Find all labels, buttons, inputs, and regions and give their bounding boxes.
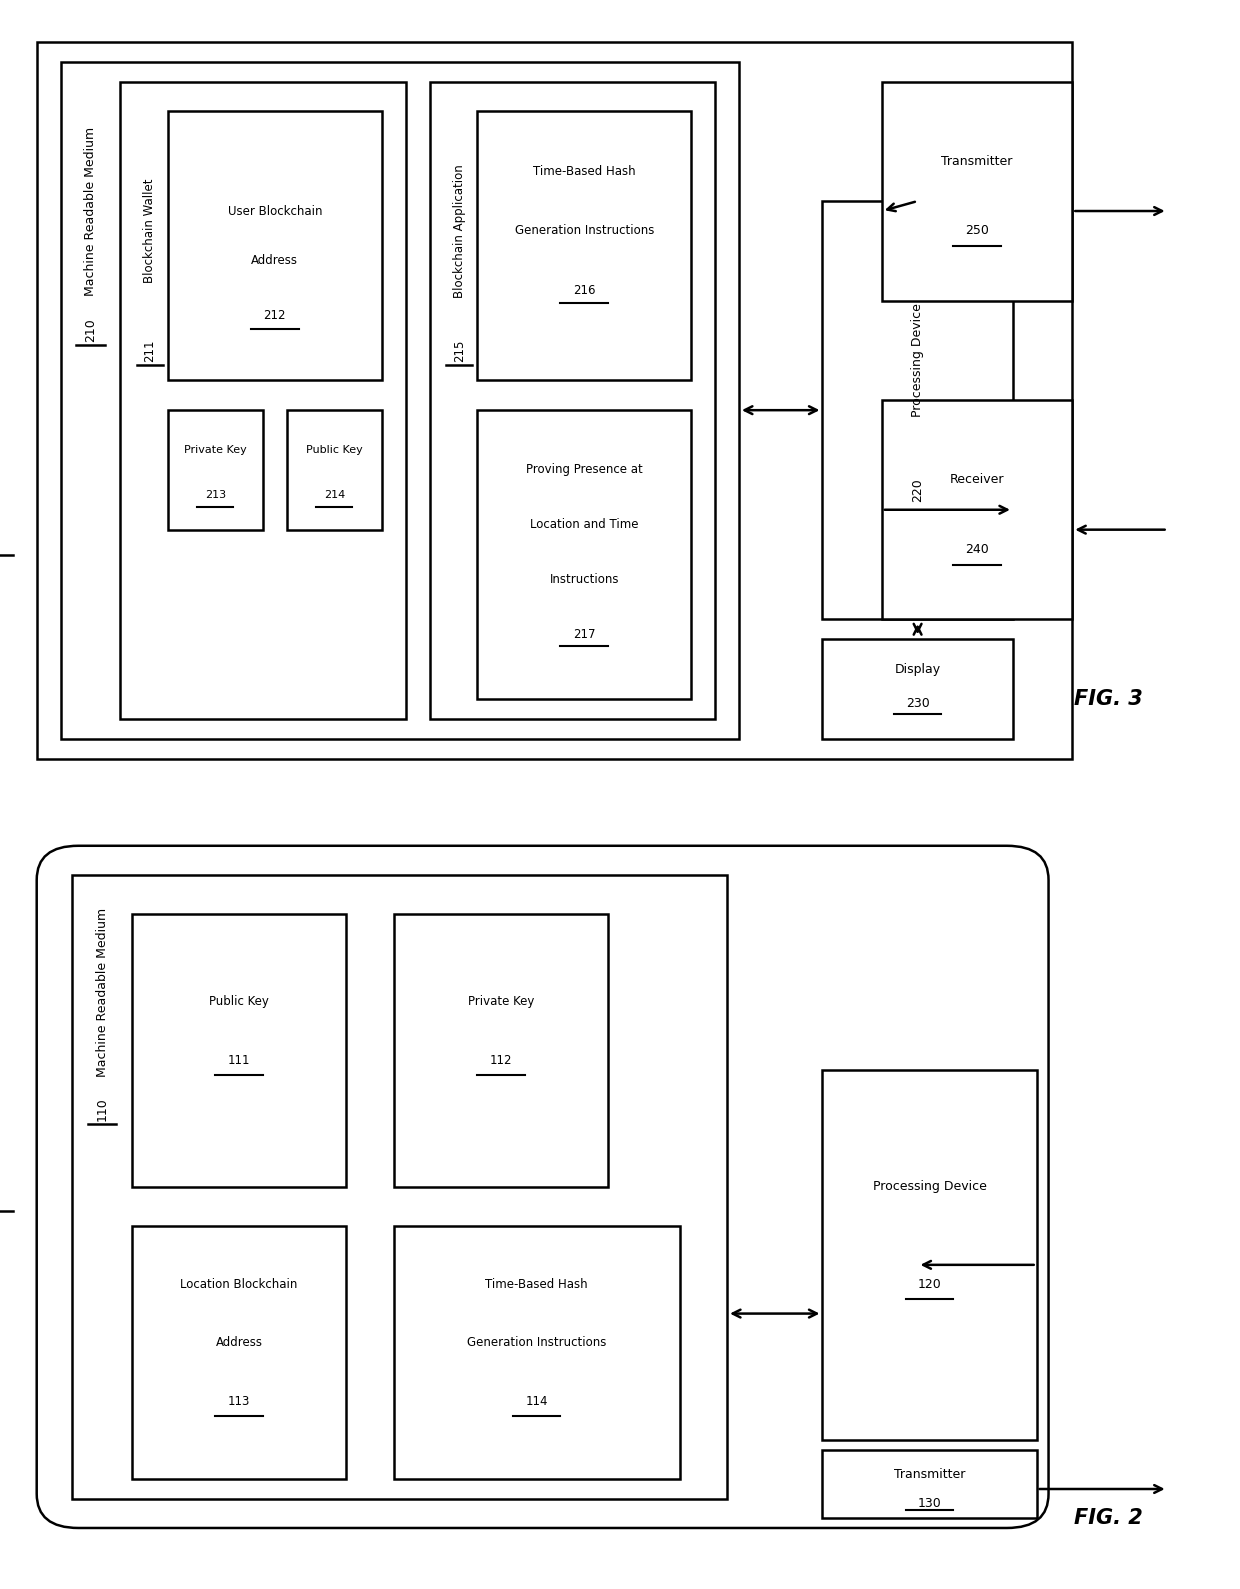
Text: 110: 110 — [95, 1096, 109, 1120]
Text: Generation Instructions: Generation Instructions — [467, 1336, 606, 1349]
Text: 212: 212 — [264, 310, 286, 323]
Text: 220: 220 — [911, 478, 924, 502]
FancyBboxPatch shape — [822, 1069, 1037, 1440]
Text: 130: 130 — [918, 1497, 941, 1510]
Text: 230: 230 — [905, 698, 930, 710]
Text: Processing Device: Processing Device — [911, 303, 924, 418]
FancyBboxPatch shape — [477, 111, 692, 380]
FancyBboxPatch shape — [429, 81, 715, 718]
Text: 114: 114 — [526, 1395, 548, 1408]
FancyBboxPatch shape — [37, 845, 1049, 1529]
Text: Blockchain Wallet: Blockchain Wallet — [144, 178, 156, 283]
Text: 113: 113 — [228, 1395, 250, 1408]
Text: Time-Based Hash: Time-Based Hash — [485, 1278, 588, 1290]
Text: 112: 112 — [490, 1054, 512, 1066]
FancyBboxPatch shape — [61, 62, 739, 739]
Text: Location Beacon Device: Location Beacon Device — [0, 987, 2, 1154]
Text: 100: 100 — [0, 1184, 2, 1209]
FancyBboxPatch shape — [882, 400, 1073, 620]
FancyBboxPatch shape — [167, 410, 263, 529]
FancyBboxPatch shape — [822, 639, 1013, 739]
FancyBboxPatch shape — [37, 41, 1073, 758]
Text: 200: 200 — [0, 526, 2, 553]
Text: Generation Instructions: Generation Instructions — [515, 224, 653, 237]
Text: User Blockchain: User Blockchain — [227, 205, 322, 218]
Text: 214: 214 — [324, 489, 345, 501]
Text: Machine Readable Medium: Machine Readable Medium — [95, 907, 109, 1076]
Text: Private Key: Private Key — [467, 995, 534, 1007]
Text: Client Device: Client Device — [0, 354, 2, 447]
Text: Display: Display — [894, 663, 941, 675]
Text: Proving Presence at: Proving Presence at — [526, 464, 642, 477]
Text: Address: Address — [216, 1336, 263, 1349]
FancyBboxPatch shape — [120, 81, 405, 718]
Text: Location Blockchain: Location Blockchain — [180, 1278, 298, 1290]
Text: Public Key: Public Key — [210, 995, 269, 1007]
Text: Time-Based Hash: Time-Based Hash — [533, 165, 636, 178]
Text: 213: 213 — [205, 489, 226, 501]
Text: FIG. 3: FIG. 3 — [1074, 690, 1142, 709]
FancyBboxPatch shape — [131, 1225, 346, 1479]
Text: 210: 210 — [84, 319, 97, 342]
Text: 215: 215 — [453, 338, 466, 362]
FancyBboxPatch shape — [394, 914, 608, 1187]
Text: Machine Readable Medium: Machine Readable Medium — [84, 127, 97, 296]
Text: Public Key: Public Key — [306, 445, 362, 454]
FancyBboxPatch shape — [286, 410, 382, 529]
Text: 111: 111 — [228, 1054, 250, 1066]
FancyBboxPatch shape — [72, 876, 727, 1498]
Text: 120: 120 — [918, 1278, 941, 1290]
FancyBboxPatch shape — [131, 914, 346, 1187]
FancyBboxPatch shape — [822, 202, 1013, 620]
Text: 250: 250 — [965, 224, 990, 237]
Text: FIG. 2: FIG. 2 — [1074, 1508, 1142, 1529]
FancyBboxPatch shape — [394, 1225, 680, 1479]
FancyBboxPatch shape — [822, 1451, 1037, 1517]
Text: 217: 217 — [573, 628, 595, 640]
Text: Location and Time: Location and Time — [529, 518, 639, 531]
Text: Processing Device: Processing Device — [873, 1181, 987, 1193]
FancyBboxPatch shape — [477, 410, 692, 699]
Text: Private Key: Private Key — [184, 445, 247, 454]
Text: Blockchain Application: Blockchain Application — [453, 164, 466, 297]
Text: 211: 211 — [144, 338, 156, 362]
Text: 240: 240 — [965, 543, 990, 556]
Text: Receiver: Receiver — [950, 474, 1004, 486]
Text: 216: 216 — [573, 284, 595, 297]
Text: Transmitter: Transmitter — [941, 154, 1013, 168]
Text: Instructions: Instructions — [549, 574, 619, 586]
FancyBboxPatch shape — [167, 111, 382, 380]
Text: Address: Address — [252, 254, 299, 267]
FancyBboxPatch shape — [882, 81, 1073, 300]
Text: Transmitter: Transmitter — [894, 1468, 965, 1481]
